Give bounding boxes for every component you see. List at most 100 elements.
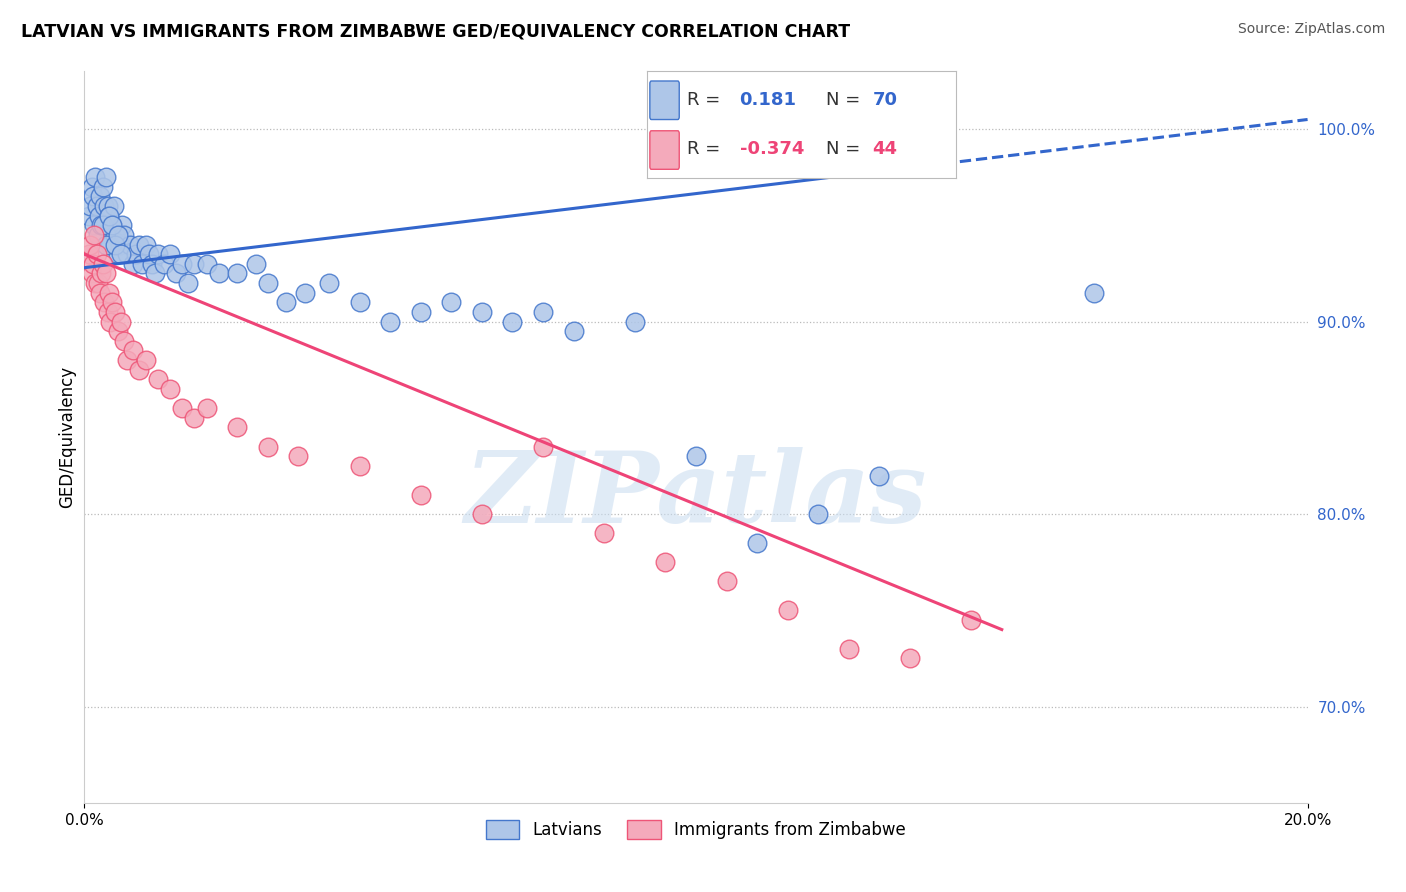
Point [531,440,554,454]
Point [898,651,921,665]
Point [122,343,145,358]
Point [97,209,120,223]
Point [716,574,738,589]
Point [141,257,163,271]
Point [86,199,108,213]
Point [318,276,340,290]
Point [120,237,142,252]
Text: R =: R = [688,91,720,109]
Point [110,247,132,261]
Point [159,382,181,396]
Point [502,315,524,329]
Point [94,170,117,185]
Point [125,247,148,261]
Point [84,276,107,290]
Point [165,267,187,281]
Point [183,257,205,271]
Point [159,247,181,261]
Point [135,237,157,252]
Point [128,237,150,252]
Point [82,189,104,203]
Point [97,285,120,300]
Point [93,295,115,310]
Point [101,295,124,310]
Point [90,267,112,281]
Point [83,227,105,242]
Point [685,450,707,464]
Text: R =: R = [688,141,720,159]
Point [143,267,166,281]
Point [349,458,371,473]
Text: N =: N = [827,91,860,109]
Point [122,257,145,271]
Point [97,199,120,213]
Point [208,267,231,281]
Point [807,507,830,521]
FancyBboxPatch shape [650,81,679,120]
Point [79,199,101,213]
Point [409,305,432,319]
Text: LATVIAN VS IMMIGRANTS FROM ZIMBABWE GED/EQUIVALENCY CORRELATION CHART: LATVIAN VS IMMIGRANTS FROM ZIMBABWE GED/… [21,22,851,40]
Point [409,488,432,502]
Point [108,237,131,252]
Point [104,237,127,252]
Point [471,507,494,521]
Point [80,179,103,194]
Point [153,257,176,271]
Point [195,257,218,271]
Point [87,227,110,242]
Point [380,315,402,329]
Point [103,199,125,213]
Point [89,285,111,300]
Point [257,276,280,290]
Legend: Latvians, Immigrants from Zimbabwe: Latvians, Immigrants from Zimbabwe [479,814,912,846]
Point [195,401,218,416]
Point [294,285,316,300]
Point [440,295,463,310]
Point [97,209,120,223]
Point [91,257,114,271]
Point [86,247,108,261]
Point [172,257,194,271]
Point [107,324,129,338]
Point [87,276,110,290]
Point [83,219,105,233]
Point [287,450,309,464]
Point [471,305,494,319]
Point [112,227,135,242]
Point [90,219,112,233]
Point [104,227,127,242]
Point [172,401,194,416]
Point [562,324,585,338]
Point [960,613,983,627]
Point [112,334,135,348]
Point [111,219,134,233]
Point [115,247,138,261]
Point [245,257,267,271]
Point [91,219,114,233]
Point [79,237,101,252]
Point [135,353,157,368]
Point [115,353,138,368]
Point [276,295,298,310]
Y-axis label: GED/Equivalency: GED/Equivalency [58,366,76,508]
Point [776,603,799,617]
Point [94,267,117,281]
Point [1083,285,1105,300]
Point [146,247,169,261]
Point [177,276,200,290]
Point [226,420,249,434]
Point [107,227,129,242]
Point [531,305,554,319]
Text: N =: N = [827,141,860,159]
Point [107,247,129,261]
Point [97,305,120,319]
Point [593,526,616,541]
Text: ZIPatlas: ZIPatlas [465,448,927,544]
Point [104,305,127,319]
Text: 0.181: 0.181 [740,91,797,109]
Point [98,315,121,329]
Point [869,468,891,483]
Point [91,179,114,194]
Point [624,315,647,329]
